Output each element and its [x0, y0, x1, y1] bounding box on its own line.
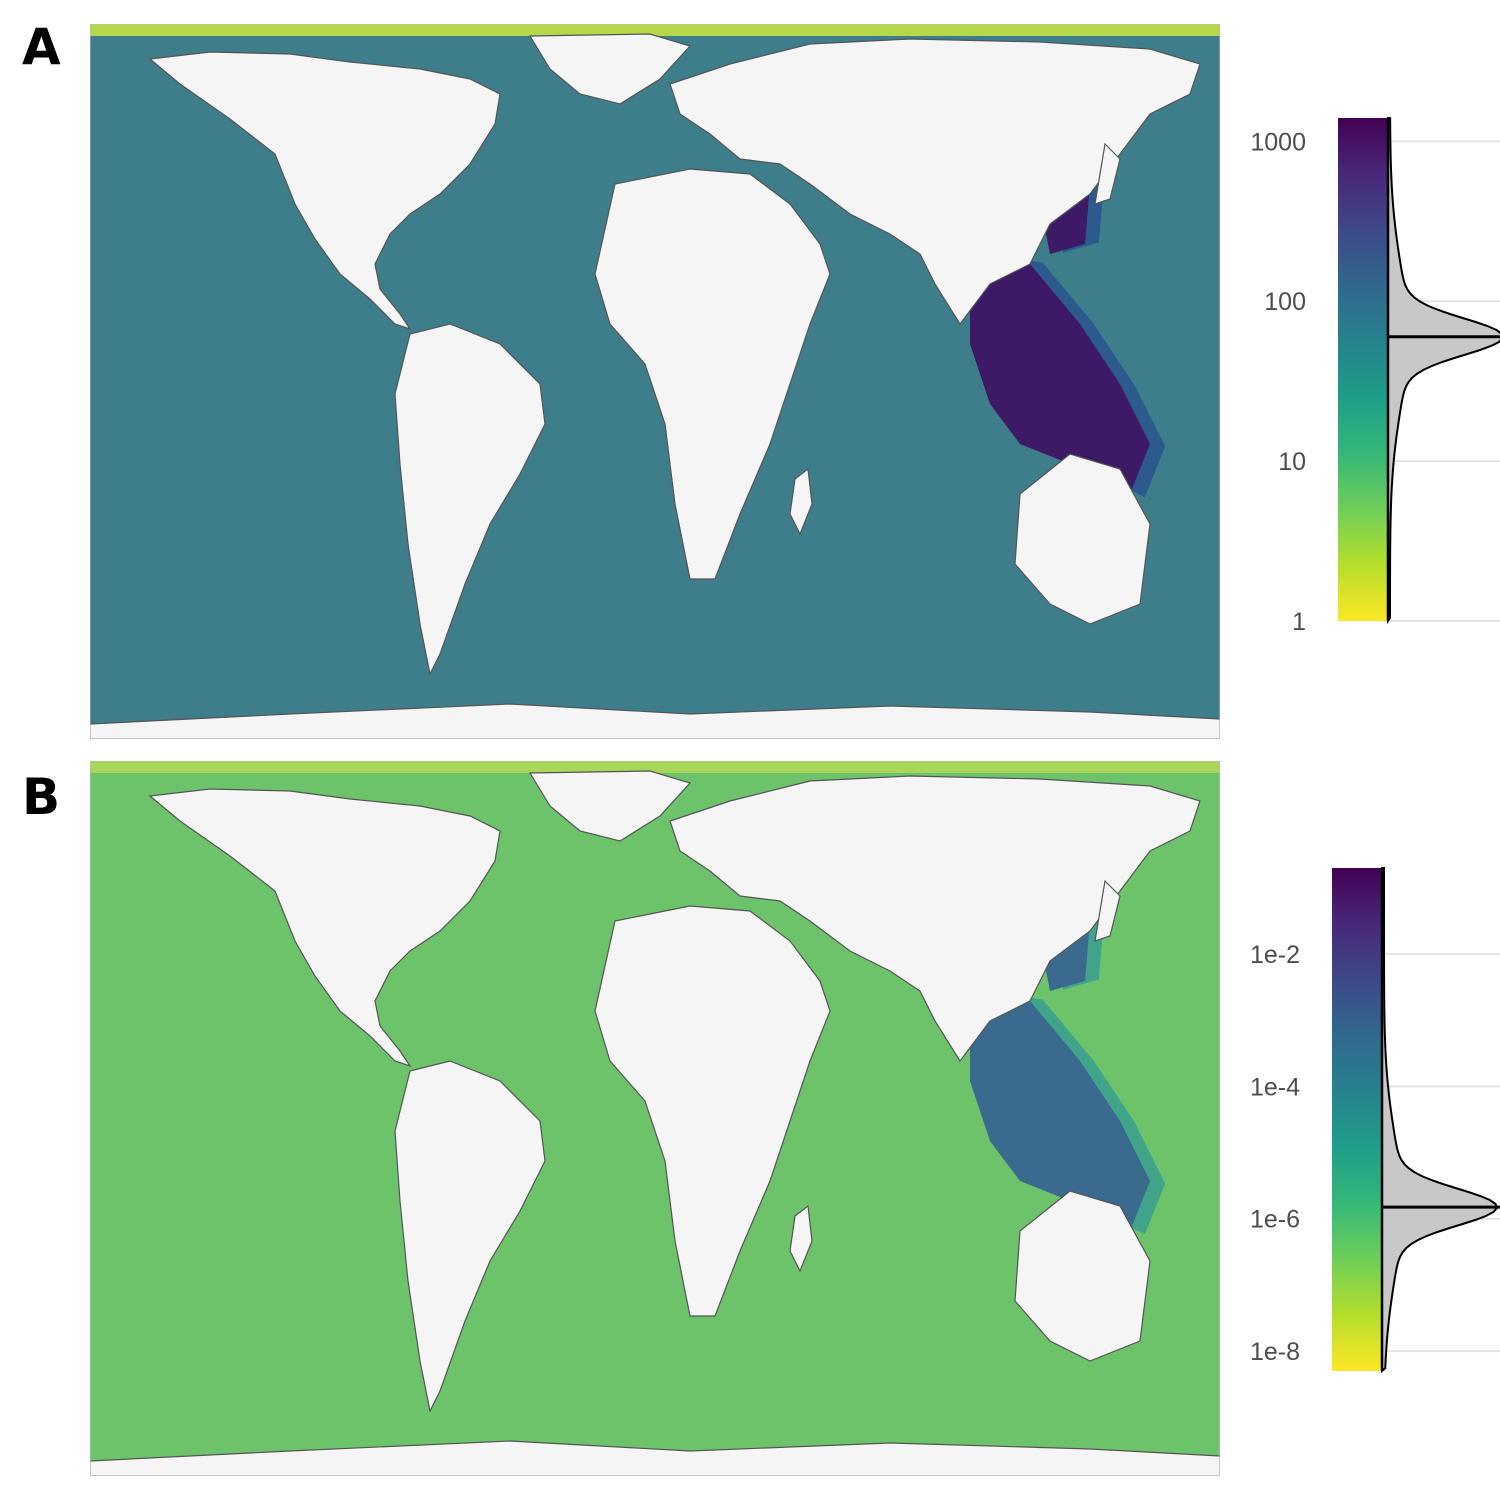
legend-tick-label: 1: [1292, 608, 1306, 636]
legend-tick-label: 1e-6: [1250, 1206, 1300, 1234]
polar-band-north: [90, 24, 1220, 36]
panel-label-a: A: [22, 18, 61, 76]
colorbar: [1332, 868, 1382, 1371]
density-curve: [1381, 867, 1499, 1374]
map-panel-a: [90, 24, 1220, 739]
polar-band-north: [90, 761, 1220, 773]
density-curve: [1387, 117, 1500, 625]
legend-tick-label: 1e-8: [1250, 1338, 1300, 1366]
colorbar-legend-a: 1000 100 10 1: [1250, 117, 1500, 636]
panel-label-b: B: [22, 768, 61, 826]
colorbar-legend-b: 1e-2 1e-4 1e-6 1e-8: [1250, 867, 1500, 1374]
legend-tick-label: 100: [1264, 288, 1306, 316]
legend-tick-label: 10: [1278, 448, 1306, 476]
colorbar: [1338, 118, 1388, 621]
legend-tick-label: 1e-2: [1250, 941, 1300, 969]
legend-tick-label: 1000: [1250, 128, 1306, 156]
map-panel-b: [90, 761, 1220, 1476]
legend-tick-label: 1e-4: [1250, 1073, 1300, 1101]
